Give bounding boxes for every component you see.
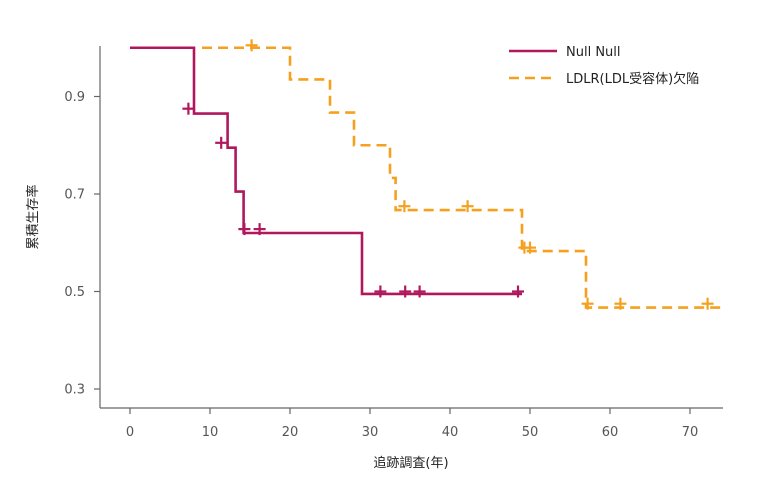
censor-mark bbox=[701, 297, 714, 310]
censor-mark bbox=[461, 200, 474, 213]
legend-label: Null Null bbox=[566, 45, 621, 60]
censor-mark bbox=[238, 223, 251, 236]
censor-mark bbox=[215, 136, 228, 149]
x-tick-label: 40 bbox=[442, 425, 459, 440]
legend: Null Null LDLR(LDL受容体)欠陥 bbox=[509, 45, 699, 87]
y-tick-label: 0.5 bbox=[64, 285, 85, 300]
censor-mark bbox=[399, 285, 412, 298]
censor-mark bbox=[374, 285, 387, 298]
censor-mark bbox=[614, 297, 627, 310]
x-tick-label: 20 bbox=[282, 425, 299, 440]
x-tick-label: 70 bbox=[682, 425, 699, 440]
y-tick-label: 0.7 bbox=[64, 188, 85, 203]
censor-mark bbox=[253, 223, 266, 236]
y-tick-label: 0.9 bbox=[64, 90, 85, 105]
legend-label: LDLR(LDL受容体)欠陥 bbox=[566, 71, 699, 87]
censor-mark bbox=[524, 241, 536, 254]
censor-mark bbox=[398, 200, 411, 213]
x-axis-title: 追跡調査(年) bbox=[373, 455, 448, 471]
series-line-1 bbox=[130, 46, 522, 296]
plot-area bbox=[130, 39, 722, 310]
censor-mark bbox=[182, 102, 195, 115]
censor-mark bbox=[512, 285, 524, 298]
x-tick-label: 50 bbox=[522, 425, 539, 440]
y-axis-title: 累積生存率 bbox=[25, 184, 41, 249]
y-tick-label: 0.3 bbox=[64, 383, 85, 398]
censor-mark bbox=[581, 297, 594, 310]
axes: 0 10 20 30 40 50 60 70 0.3 0.5 0.7 0.9 bbox=[64, 46, 723, 440]
x-tick-label: 10 bbox=[202, 425, 219, 440]
censor-mark bbox=[413, 285, 426, 298]
censor-mark bbox=[245, 39, 258, 52]
x-tick-label: 60 bbox=[602, 425, 619, 440]
x-tick-label: 30 bbox=[362, 425, 379, 440]
x-tick-label: 0 bbox=[126, 425, 134, 440]
